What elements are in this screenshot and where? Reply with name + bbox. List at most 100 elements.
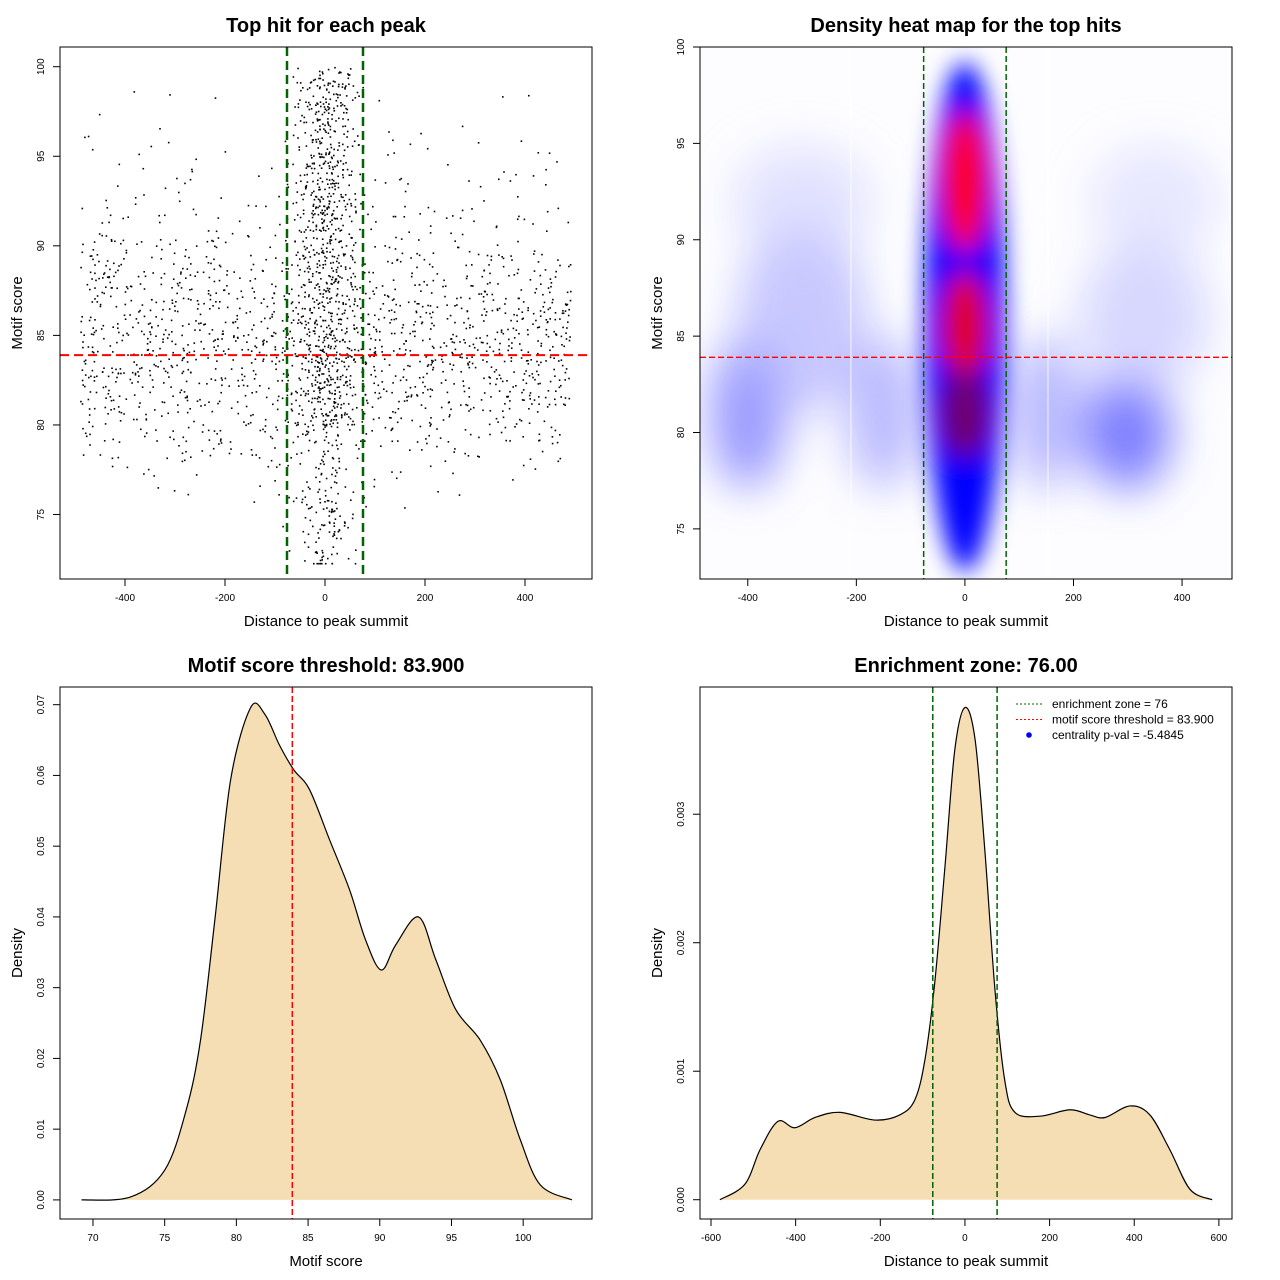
scatter-point — [422, 381, 424, 384]
scatter-point — [428, 263, 431, 266]
scatter-point — [274, 234, 277, 237]
scatter-point — [319, 401, 321, 403]
scatter-point — [307, 546, 310, 548]
scatter-point — [336, 507, 338, 510]
scatter-point — [88, 421, 90, 423]
scatter-point — [82, 243, 84, 246]
scatter-point — [318, 286, 321, 288]
scatter-point — [81, 207, 84, 210]
scatter-point — [497, 283, 499, 285]
scatter-point — [559, 318, 561, 320]
scatter-point — [99, 305, 102, 308]
scatter-point — [381, 370, 383, 372]
scatter-point — [341, 374, 344, 377]
scatter-point — [166, 457, 168, 460]
scatter-point — [517, 240, 519, 243]
scatter-point — [300, 194, 303, 196]
scatter-point — [329, 411, 331, 413]
scatter-point — [318, 467, 320, 470]
scatter-point — [324, 453, 326, 456]
scatter-point — [123, 413, 125, 415]
scatter-point — [448, 415, 451, 418]
scatter-point — [335, 300, 337, 303]
scatter-point — [328, 275, 330, 277]
scatter-point — [316, 183, 319, 185]
scatter-point — [327, 205, 330, 208]
scatter-point — [112, 438, 114, 441]
scatter-point — [96, 295, 99, 297]
scatter-point — [551, 442, 554, 445]
scatter-point — [221, 384, 223, 387]
scatter-point — [332, 535, 334, 538]
scatter-point — [312, 79, 315, 82]
scatter-point — [81, 251, 84, 254]
scatter-point — [542, 306, 545, 308]
scatter-point — [310, 281, 312, 283]
scatter-point — [214, 368, 217, 370]
scatter-point — [354, 242, 357, 244]
scatter-point — [160, 258, 162, 260]
scatter-point — [528, 394, 531, 397]
scatter-points — [80, 66, 572, 565]
scatter-point — [127, 354, 129, 356]
scatter-point — [108, 276, 111, 278]
scatter-point — [527, 307, 529, 309]
scatter-point — [409, 365, 411, 368]
scatter-point — [305, 121, 308, 124]
scatter-point — [360, 202, 362, 205]
scatter-point — [311, 397, 314, 400]
scatter-point — [320, 196, 323, 198]
scatter-point — [534, 291, 536, 294]
scatter-point — [226, 285, 228, 287]
scatter-point — [334, 475, 337, 477]
scatter-point — [318, 229, 321, 231]
scatter-point — [434, 359, 437, 361]
scatter-point — [316, 552, 318, 554]
scatter-point — [245, 405, 248, 408]
scatter-point — [307, 261, 310, 264]
x-tick-label: 0 — [962, 1233, 968, 1244]
scatter-point — [219, 265, 222, 268]
scatter-point — [200, 340, 202, 343]
scatter-point — [80, 320, 83, 323]
scatter-point — [110, 287, 113, 289]
scatter-point — [103, 272, 106, 274]
scatter-point — [327, 195, 329, 198]
scatter-point — [564, 303, 567, 305]
scatter-point — [254, 358, 257, 360]
scatter-point — [330, 282, 332, 285]
scatter-point — [90, 333, 93, 335]
scatter-point — [373, 382, 375, 385]
scatter-point — [334, 278, 337, 281]
scatter-point — [207, 429, 210, 432]
scatter-point — [333, 347, 336, 350]
scatter-point — [308, 281, 311, 283]
scatter-point — [123, 258, 125, 260]
scatter-point — [549, 349, 551, 352]
scatter-point — [468, 366, 471, 369]
scatter-point — [131, 371, 134, 374]
scatter-point — [342, 143, 344, 146]
scatter-point — [489, 281, 491, 284]
scatter-point — [400, 331, 403, 334]
scatter-point — [567, 221, 570, 224]
scatter-point — [546, 406, 549, 408]
scatter-point — [115, 305, 118, 308]
scatter-point — [291, 337, 293, 339]
scatter-point — [467, 364, 470, 366]
scatter-point — [271, 297, 274, 299]
scatter-point — [392, 411, 394, 413]
scatter-point — [393, 152, 395, 154]
scatter-point — [307, 507, 310, 510]
scatter-point — [486, 293, 488, 296]
scatter-point — [315, 511, 318, 514]
scatter-point — [454, 348, 457, 351]
scatter-point — [545, 319, 548, 321]
scatter-point — [307, 344, 310, 347]
scatter-point — [170, 386, 172, 388]
scatter-point — [136, 418, 138, 421]
scatter-point — [169, 436, 171, 439]
scatter-point — [461, 356, 463, 359]
scatter-point — [96, 301, 99, 303]
scatter-point — [316, 323, 318, 326]
